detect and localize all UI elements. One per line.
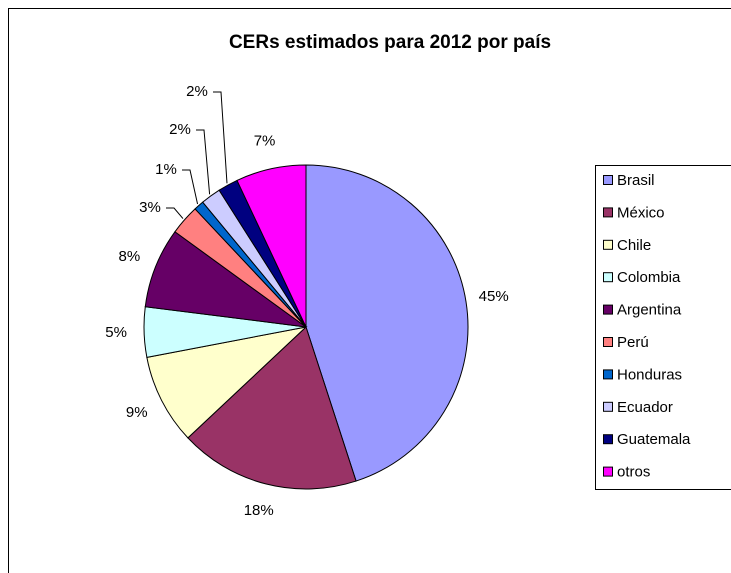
data-label: 9% xyxy=(126,404,148,421)
data-label: 8% xyxy=(118,248,140,265)
data-label: 2% xyxy=(186,83,208,100)
data-label: 7% xyxy=(254,133,276,150)
pie-slice xyxy=(146,326,308,439)
legend-label: México xyxy=(617,204,665,221)
legend-label: Brasil xyxy=(617,172,655,189)
pie-slice xyxy=(187,326,357,490)
data-label: 5% xyxy=(105,324,127,341)
legend-label: otros xyxy=(617,464,650,481)
chart-title: CERs estimados para 2012 por país xyxy=(229,32,551,53)
legend-swatch xyxy=(603,434,613,445)
data-label: 2% xyxy=(169,121,191,138)
pie-slice xyxy=(236,164,307,328)
legend-swatch xyxy=(603,337,613,347)
legend-swatch xyxy=(603,401,613,412)
leader-line xyxy=(213,91,228,184)
legend-label: Ecuador xyxy=(617,399,673,416)
leader-line xyxy=(166,207,184,219)
legend-label: Chile xyxy=(617,237,651,254)
legend-label: Perú xyxy=(617,334,649,351)
leader-line xyxy=(196,129,211,195)
legend-swatch xyxy=(603,207,613,218)
legend-swatch xyxy=(603,272,613,283)
legend-swatch xyxy=(603,466,613,477)
legend xyxy=(595,165,731,490)
legend-swatch xyxy=(603,304,613,315)
data-label: 1% xyxy=(155,161,177,178)
legend-swatch xyxy=(603,369,613,380)
data-label: 3% xyxy=(139,199,161,216)
legend-label: Colombia xyxy=(617,269,681,286)
legend-label: Honduras xyxy=(617,366,682,383)
legend-swatch xyxy=(603,239,613,250)
pie-slice xyxy=(305,164,469,482)
data-label: 18% xyxy=(244,502,274,519)
legend-swatch xyxy=(603,175,613,185)
data-label: 45% xyxy=(479,288,509,305)
legend-label: Argentina xyxy=(617,302,682,319)
leader-line xyxy=(182,169,199,205)
legend-label: Guatemala xyxy=(617,431,691,448)
